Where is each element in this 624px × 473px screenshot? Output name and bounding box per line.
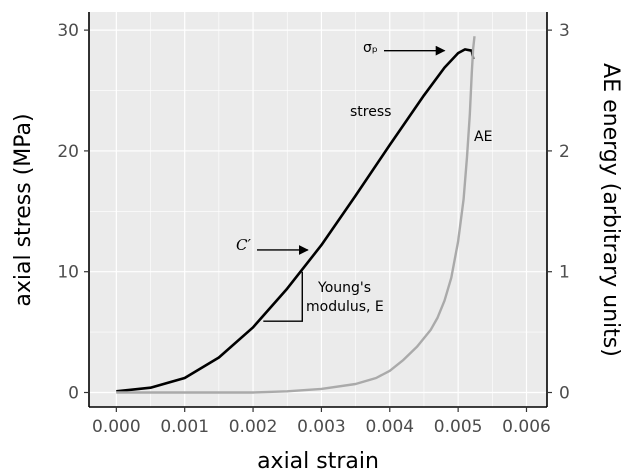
y-tick-label: 0 bbox=[68, 384, 79, 404]
y-tick-label: 30 bbox=[57, 21, 79, 41]
x-tick-label: 0.004 bbox=[365, 417, 414, 437]
x-tick-label: 0.006 bbox=[502, 417, 551, 437]
plot-panel bbox=[89, 12, 547, 407]
y-right-tick-label: 0 bbox=[559, 384, 570, 404]
ae-series-label: AE bbox=[474, 129, 492, 145]
series-layer bbox=[116, 36, 476, 394]
sigma-label: σₚ bbox=[363, 40, 378, 56]
grid bbox=[89, 12, 547, 407]
stress-line bbox=[116, 48, 475, 393]
y-right-axis-title: AE energy (arbitrary units) bbox=[598, 63, 623, 357]
x-axis-title: axial strain bbox=[257, 449, 379, 473]
y-tick-label: 20 bbox=[57, 142, 79, 162]
ae-energy-line bbox=[116, 36, 476, 394]
youngs-modulus-label-line2: modulus, E bbox=[306, 299, 384, 315]
y-tick-label: 10 bbox=[57, 263, 79, 283]
y-right-tick-label: 2 bbox=[559, 142, 570, 162]
x-tick-label: 0.000 bbox=[92, 417, 141, 437]
x-tick-label: 0.005 bbox=[434, 417, 483, 437]
y-right-tick-label: 1 bbox=[559, 263, 570, 283]
annotations-layer: σₚ stress AE C′ Young's modulus, E bbox=[236, 40, 492, 322]
y-right-tick-label: 3 bbox=[559, 21, 570, 41]
axes: 0.000 0.001 0.002 0.003 0.004 0.005 0.00601020… bbox=[57, 12, 570, 437]
c-prime-label: C′ bbox=[236, 236, 251, 254]
stress-series-label: stress bbox=[350, 104, 391, 120]
youngs-modulus-slope-triangle bbox=[263, 271, 303, 322]
x-tick-label: 0.003 bbox=[297, 417, 346, 437]
youngs-modulus-label-line1: Young's bbox=[317, 280, 371, 296]
x-tick-label: 0.001 bbox=[160, 417, 209, 437]
x-tick-label: 0.002 bbox=[229, 417, 278, 437]
y-axis-title: axial stress (MPa) bbox=[11, 113, 36, 306]
